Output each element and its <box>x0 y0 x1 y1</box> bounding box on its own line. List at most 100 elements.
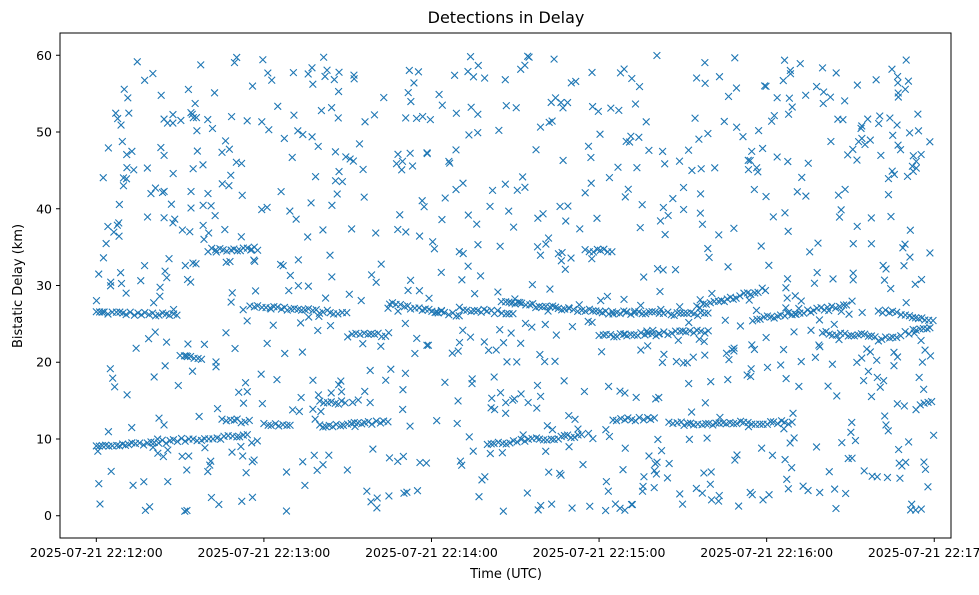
data-point <box>160 115 168 123</box>
data-point <box>438 215 446 224</box>
data-point <box>401 369 410 378</box>
data-point <box>119 174 128 182</box>
data-point <box>123 163 131 172</box>
data-point <box>702 300 711 309</box>
data-point <box>145 502 154 511</box>
data-point <box>506 439 514 447</box>
y-tick-label: 20 <box>36 355 52 370</box>
data-point <box>696 209 705 217</box>
data-point <box>118 137 127 146</box>
data-point <box>140 477 148 486</box>
data-point <box>251 287 260 295</box>
data-point <box>650 483 658 492</box>
data-point <box>402 228 410 236</box>
data-point <box>521 183 529 192</box>
data-point <box>659 203 668 212</box>
data-point <box>492 346 501 354</box>
data-point <box>294 281 303 290</box>
data-point <box>336 421 345 430</box>
data-point <box>215 500 223 509</box>
data-point <box>92 296 101 305</box>
data-point <box>141 308 149 317</box>
data-point <box>165 311 174 320</box>
data-point <box>384 304 392 313</box>
data-point <box>801 91 810 100</box>
data-point <box>418 112 427 121</box>
data-point <box>920 458 928 466</box>
data-point <box>294 256 303 264</box>
data-point <box>524 398 532 407</box>
data-point <box>619 465 627 474</box>
data-point <box>488 186 497 195</box>
data-point <box>673 308 681 317</box>
data-point <box>350 75 358 83</box>
data-point <box>905 129 914 137</box>
data-point <box>560 377 568 385</box>
data-point <box>425 294 433 303</box>
data-point <box>199 161 207 169</box>
data-point <box>502 101 511 110</box>
data-point <box>731 456 739 464</box>
data-point <box>886 114 894 122</box>
data-point <box>509 223 518 231</box>
data-point <box>734 502 743 510</box>
data-point <box>307 199 315 207</box>
data-point <box>692 74 701 82</box>
data-point <box>544 468 553 476</box>
data-point <box>115 200 124 209</box>
data-point <box>237 233 246 241</box>
data-point <box>238 191 247 200</box>
data-point <box>858 308 866 317</box>
data-point <box>867 239 876 248</box>
data-point <box>92 307 101 316</box>
data-point <box>410 79 418 87</box>
data-point <box>722 349 731 358</box>
data-point <box>150 373 158 381</box>
data-point <box>452 185 460 194</box>
data-point <box>645 308 653 316</box>
data-point <box>480 74 489 82</box>
data-point <box>184 340 192 348</box>
data-point <box>162 338 171 346</box>
data-point <box>675 490 684 498</box>
data-point <box>113 221 122 229</box>
data-point <box>837 206 845 214</box>
data-point <box>649 326 657 335</box>
data-point <box>221 225 229 234</box>
data-point <box>379 93 388 102</box>
data-point <box>303 233 312 241</box>
data-point <box>267 305 275 313</box>
data-point <box>288 153 297 162</box>
data-point <box>637 346 645 354</box>
data-point <box>263 339 271 348</box>
data-point <box>695 135 703 143</box>
data-point <box>838 438 846 447</box>
data-point <box>893 121 901 129</box>
data-point <box>337 397 346 405</box>
data-point <box>622 308 631 317</box>
data-point <box>561 217 570 225</box>
data-point <box>228 448 236 456</box>
data-point <box>585 502 594 511</box>
data-point <box>841 329 849 338</box>
data-point <box>730 224 738 233</box>
data-point <box>689 353 698 361</box>
y-tick-label: 60 <box>36 48 52 63</box>
data-point <box>668 329 676 338</box>
data-point <box>714 231 723 239</box>
data-point <box>536 123 545 131</box>
data-point <box>866 136 875 144</box>
y-tick-label: 10 <box>36 431 52 446</box>
data-point <box>832 69 840 77</box>
data-point <box>536 251 545 260</box>
data-point <box>787 463 796 472</box>
data-point <box>750 185 759 194</box>
data-point <box>568 504 576 512</box>
data-point <box>192 113 201 122</box>
data-point <box>264 69 272 77</box>
data-point <box>156 283 164 292</box>
data-point <box>182 466 191 474</box>
data-point <box>795 304 803 313</box>
data-point <box>844 332 853 340</box>
